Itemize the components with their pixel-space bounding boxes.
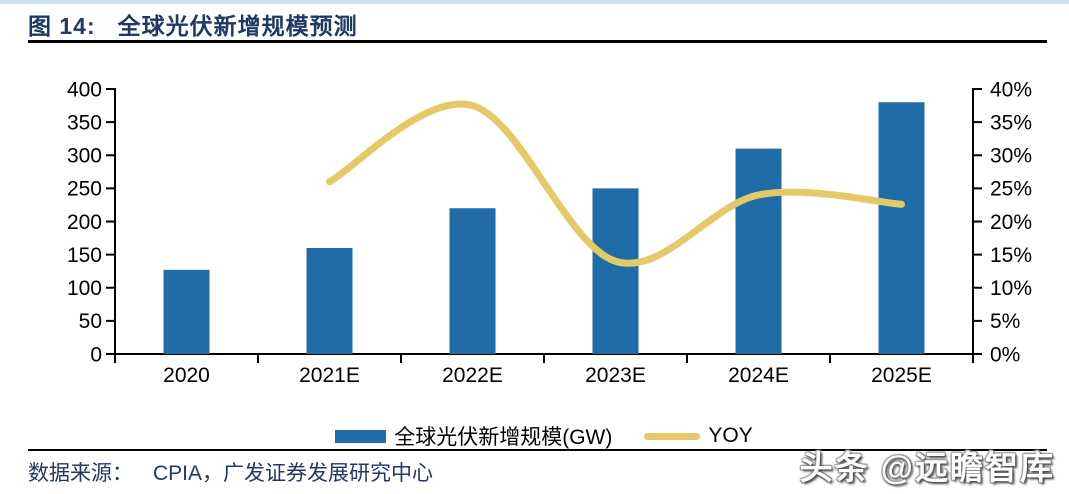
svg-text:35%: 35% (990, 111, 1032, 134)
figure-title: 图 14: 全球光伏新增规模预测 (28, 7, 358, 41)
svg-text:50: 50 (79, 310, 102, 333)
svg-text:2024E: 2024E (728, 364, 789, 387)
legend-item-bar-series: 全球光伏新增规模(GW) (335, 421, 612, 451)
svg-text:15%: 15% (990, 244, 1032, 267)
svg-text:2023E: 2023E (585, 364, 646, 387)
svg-text:0: 0 (90, 343, 102, 366)
svg-text:200: 200 (67, 211, 102, 234)
svg-text:20%: 20% (990, 211, 1032, 234)
svg-text:0%: 0% (990, 343, 1020, 366)
source-text: CPIA，广发证券发展研究中心 (153, 462, 434, 485)
svg-text:2025E: 2025E (871, 364, 932, 387)
figure-title-text: 全球光伏新增规模预测 (117, 13, 358, 39)
svg-text:100: 100 (67, 277, 102, 300)
source-note: 数据来源： CPIA，广发证券发展研究中心 (28, 457, 433, 487)
svg-text:2021E: 2021E (299, 364, 360, 387)
svg-text:25%: 25% (990, 178, 1032, 201)
svg-text:30%: 30% (990, 145, 1032, 168)
figure-number-label: 图 14: (28, 13, 96, 39)
source-label: 数据来源： (28, 462, 133, 485)
line-series-label: YOY (708, 424, 753, 447)
bar-series-label: 全球光伏新增规模(GW) (394, 426, 613, 449)
title-divider (28, 40, 1047, 43)
svg-text:40%: 40% (990, 78, 1032, 101)
line-series-swatch (644, 432, 701, 440)
svg-text:250: 250 (67, 178, 102, 201)
watermark: 头条 @远瞻智库 (799, 449, 1055, 486)
svg-text:5%: 5% (990, 310, 1020, 333)
footer-divider (28, 449, 1047, 451)
svg-text:2022E: 2022E (442, 364, 503, 387)
chart-legend: 全球光伏新增规模(GW) YOY (115, 421, 973, 451)
svg-text:10%: 10% (990, 277, 1032, 300)
svg-text:2020: 2020 (163, 364, 210, 387)
legend-item-line-series: YOY (644, 424, 753, 448)
top-accent-strip (0, 0, 1069, 4)
svg-text:350: 350 (67, 111, 102, 134)
bar-series-swatch (335, 429, 387, 443)
svg-text:150: 150 (67, 244, 102, 267)
svg-text:400: 400 (67, 78, 102, 101)
svg-text:300: 300 (67, 145, 102, 168)
